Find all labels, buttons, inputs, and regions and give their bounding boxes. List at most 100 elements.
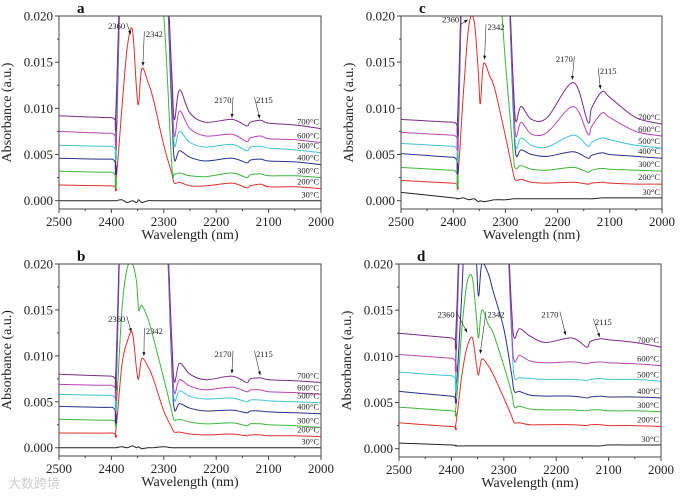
x-tick-label: 2300 xyxy=(151,461,177,476)
y-tick-label: 0.010 xyxy=(24,348,53,363)
legend-label: 300°C xyxy=(297,166,319,176)
panel-letter: b xyxy=(77,249,85,265)
y-tick-label: 0.000 xyxy=(24,440,53,455)
series-line-30c xyxy=(59,445,321,450)
series-line-700c xyxy=(59,16,321,132)
y-tick-label: 0.015 xyxy=(24,302,53,317)
y-axis-title: Absorbance (a.u.) xyxy=(342,62,357,162)
y-tick-label: 0.020 xyxy=(364,257,393,272)
x-tick-label: 2100 xyxy=(256,461,282,476)
x-tick-label: 2500 xyxy=(388,214,414,229)
series-line-400c xyxy=(399,264,661,404)
y-axis-title: Absorbance (a.u.) xyxy=(0,310,15,410)
legend-label: 200°C xyxy=(297,177,319,187)
legend-label: 30°C xyxy=(301,437,319,447)
arrow-head xyxy=(257,114,261,119)
series-line-200c xyxy=(399,336,661,431)
x-tick-label: 2000 xyxy=(648,462,674,477)
series-line-700c xyxy=(59,264,321,392)
peak-annotation: 2170 xyxy=(215,349,232,359)
arrow-head xyxy=(230,113,234,118)
annotation-arrow xyxy=(254,350,261,376)
legend-label: 400°C xyxy=(637,386,659,396)
series-line-500c xyxy=(399,264,661,391)
legend-label: 400°C xyxy=(297,153,319,163)
x-axis-title: Wavelength (nm) xyxy=(483,228,581,243)
peak-annotation: 2170 xyxy=(215,95,232,105)
x-tick-label: 2500 xyxy=(386,462,412,477)
y-tick-label: 0.005 xyxy=(24,147,53,162)
annotation-arrow xyxy=(484,23,487,60)
series-line-400c xyxy=(401,16,662,175)
series-line-300c xyxy=(59,16,321,189)
annotation-arrow xyxy=(571,56,575,80)
series-line-600c xyxy=(401,16,662,151)
series-group xyxy=(399,264,661,447)
legend-label: 500°C xyxy=(638,136,660,146)
x-tick-label: 2100 xyxy=(256,214,282,229)
y-tick-label: 0.005 xyxy=(364,395,393,410)
series-line-300c xyxy=(59,264,321,428)
arrow-head xyxy=(230,369,234,374)
series-line-700c xyxy=(401,16,662,137)
peak-annotation: 2115 xyxy=(600,66,617,76)
x-axis-title: Wavelength (nm) xyxy=(141,228,239,243)
peak-annotation: 2342 xyxy=(146,326,163,336)
x-tick-label: 2200 xyxy=(543,462,569,477)
peak-annotation: 2170 xyxy=(556,54,573,64)
legend-label: 700°C xyxy=(297,371,319,381)
annotation-arrow xyxy=(559,311,566,336)
y-tick-label: 0.015 xyxy=(364,303,393,318)
x-axis-title: Wavelength (nm) xyxy=(481,476,579,491)
legend-label: 500°C xyxy=(297,391,319,401)
series-line-700c xyxy=(399,264,661,351)
x-tick-label: 2200 xyxy=(203,214,229,229)
series-group xyxy=(59,264,321,450)
peak-annotation: 2360 xyxy=(438,310,455,320)
annotation-arrow xyxy=(142,31,145,66)
annotation-arrow xyxy=(455,311,468,333)
peak-annotation: 2360 xyxy=(442,14,459,24)
series-line-30c xyxy=(399,442,661,447)
y-tick-label: 0.020 xyxy=(24,9,53,24)
y-tick-label: 0.005 xyxy=(24,394,53,409)
arrow-head xyxy=(483,55,487,60)
x-axis-title: Wavelength (nm) xyxy=(141,475,239,490)
legend-label: 200°C xyxy=(638,172,660,182)
legend-label: 400°C xyxy=(297,402,319,412)
series-line-300c xyxy=(399,273,661,417)
y-tick-label: 0.010 xyxy=(24,101,53,116)
series-line-500c xyxy=(59,264,321,411)
legend-label: 600°C xyxy=(637,354,659,364)
legend-label: 600°C xyxy=(638,124,660,134)
x-tick-label: 2200 xyxy=(203,461,229,476)
y-axis-title: Absorbance (a.u.) xyxy=(340,310,355,410)
series-group xyxy=(59,16,321,204)
peak-annotation: 2115 xyxy=(256,95,273,105)
arrow-head xyxy=(142,352,146,356)
legend-label: 500°C xyxy=(297,141,319,151)
x-tick-label: 2400 xyxy=(440,214,466,229)
annotation-arrow xyxy=(254,96,260,119)
legend-label: 300°C xyxy=(637,400,659,410)
series-line-30c xyxy=(401,191,662,203)
y-tick-label: 0.015 xyxy=(24,55,53,70)
arrow-head xyxy=(463,19,468,24)
y-tick-label: 0.000 xyxy=(24,193,53,208)
legend-label: 400°C xyxy=(638,146,660,156)
peak-annotation: 2360 xyxy=(108,314,125,324)
x-tick-label: 2400 xyxy=(438,462,464,477)
arrow-head xyxy=(257,371,261,376)
panel-letter: a xyxy=(77,1,85,17)
peak-annotation: 2342 xyxy=(487,310,504,320)
x-tick-label: 2500 xyxy=(46,461,72,476)
panel-letter: c xyxy=(419,1,426,17)
arrow-head xyxy=(598,85,602,89)
y-tick-label: 0.015 xyxy=(366,55,395,70)
panel-d: d 30°C 200°C 300°C 400°C 500°C 600°C 700°C 2360 2… xyxy=(340,249,674,491)
legend-label: 30°C xyxy=(642,187,660,197)
arrow-head xyxy=(479,349,483,354)
peak-annotation: 2360 xyxy=(108,21,125,31)
